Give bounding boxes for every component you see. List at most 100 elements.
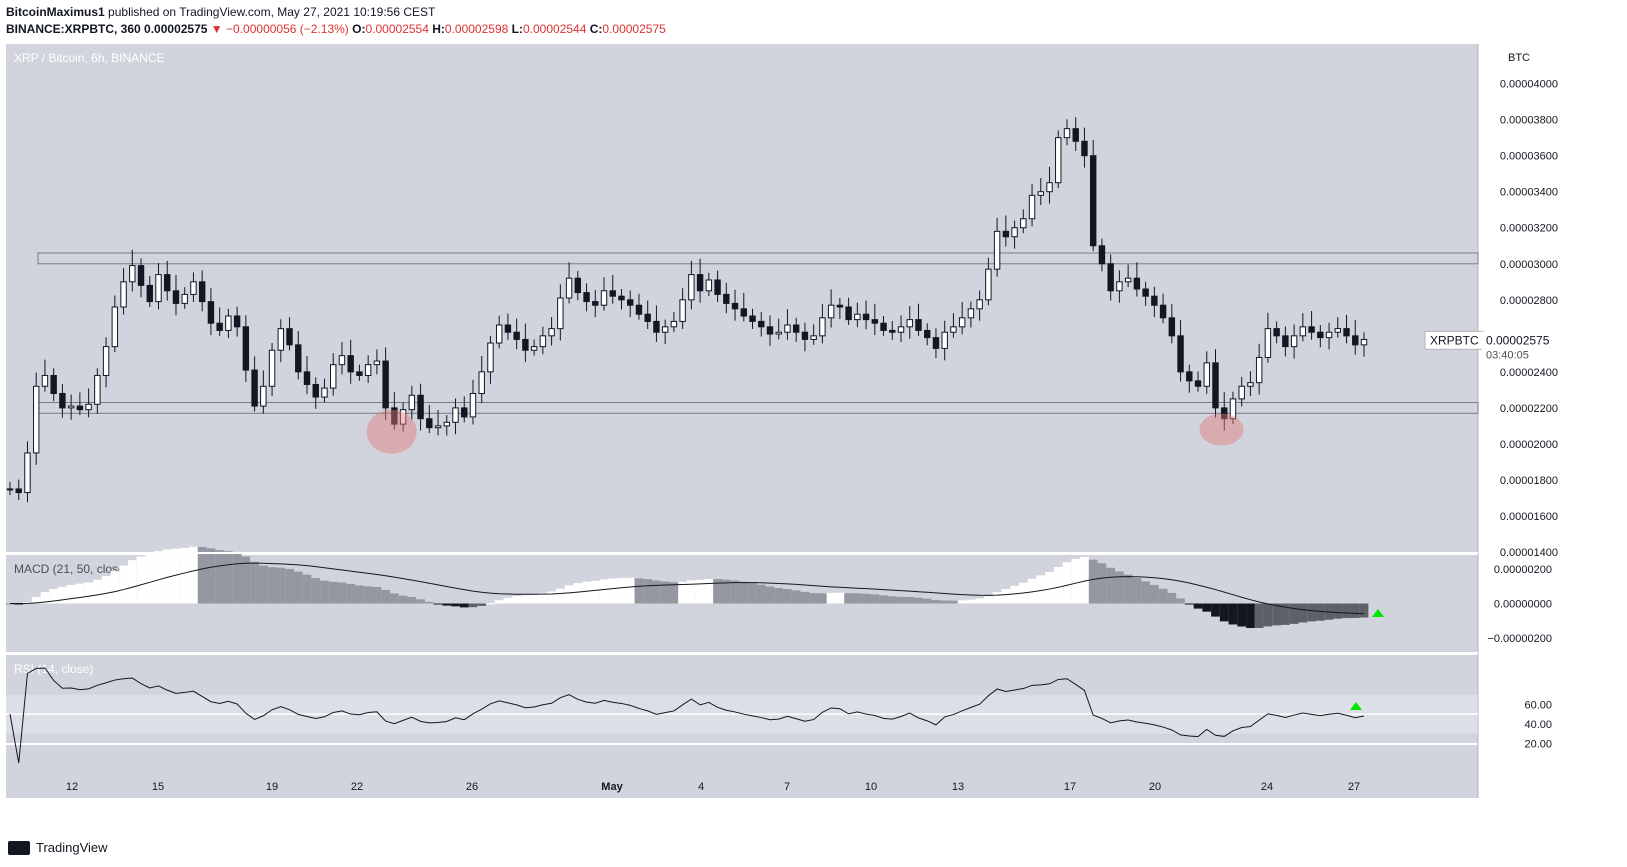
candle <box>207 287 215 336</box>
candle <box>461 396 468 423</box>
candle <box>609 274 616 304</box>
candle-body <box>452 407 459 423</box>
candle <box>24 441 31 503</box>
time-tick-label: 4 <box>698 781 704 793</box>
candle-body <box>1151 295 1158 306</box>
macd-bar <box>31 596 41 604</box>
candle-body <box>295 344 302 373</box>
macd-bar <box>320 580 329 604</box>
candle-body <box>286 328 293 346</box>
macd-bar <box>555 588 565 604</box>
candle <box>1046 166 1053 204</box>
macd-bar <box>870 594 880 604</box>
candle-body <box>530 346 538 351</box>
candle <box>522 323 529 363</box>
candle-body <box>1072 128 1079 142</box>
candle-body <box>1203 362 1210 387</box>
macd-bar <box>957 600 967 604</box>
macd-bar <box>372 586 382 604</box>
candle-body <box>347 355 354 373</box>
candle-body <box>251 369 258 407</box>
rsi-tick-label: 20.00 <box>1524 738 1552 750</box>
candle-body <box>592 301 599 306</box>
candle-body <box>670 320 678 328</box>
candle <box>1177 319 1184 382</box>
candle <box>1194 371 1202 392</box>
candle <box>364 355 372 384</box>
candle <box>146 276 153 308</box>
candle <box>1116 270 1123 303</box>
candle-body <box>417 394 424 420</box>
macd-bar <box>608 578 618 604</box>
macd-bar <box>389 593 399 604</box>
macd-bar <box>852 593 862 604</box>
macd-bar <box>468 603 478 608</box>
candle-body <box>862 313 870 321</box>
candle-body <box>985 268 992 301</box>
macd-bar <box>477 603 487 606</box>
candle-body <box>24 452 31 494</box>
candle-body <box>1308 326 1315 333</box>
candle-body <box>924 329 931 339</box>
candle-body <box>574 277 582 294</box>
macd-bar <box>818 593 827 604</box>
candle-body <box>504 324 512 333</box>
macd-bar <box>1350 603 1360 618</box>
candle <box>1072 117 1079 152</box>
candle <box>950 313 957 338</box>
candle-body <box>1168 317 1176 337</box>
candle <box>1255 343 1263 395</box>
macd-bar <box>660 581 670 604</box>
candle <box>443 415 450 436</box>
macd-bar <box>154 551 163 604</box>
candle <box>714 270 721 302</box>
candle-body <box>976 299 983 310</box>
candle <box>102 337 110 388</box>
candle-body <box>76 405 84 411</box>
candle <box>67 394 75 420</box>
macd-bar <box>346 583 356 604</box>
macd-bar <box>1053 566 1063 604</box>
macd-bar <box>730 580 740 604</box>
macd-bar <box>1158 588 1168 604</box>
candle-body <box>1290 335 1298 348</box>
macd-bar <box>1359 603 1369 618</box>
candle <box>810 324 817 345</box>
candle-body <box>1177 335 1184 373</box>
candle <box>1037 178 1044 206</box>
macd-bar <box>564 585 574 604</box>
footer-brand[interactable]: TradingView <box>8 840 108 855</box>
candle-body <box>906 319 913 328</box>
author-name[interactable]: BitcoinMaximus1 <box>6 5 105 19</box>
macd-bar <box>433 603 443 605</box>
candle-body <box>469 392 477 418</box>
macd-bar <box>905 596 915 604</box>
candle-body <box>871 319 879 324</box>
macd-bar <box>1062 562 1072 604</box>
macd-bar <box>1071 558 1081 604</box>
candle <box>312 377 319 409</box>
candle-body <box>391 407 398 425</box>
candle-body <box>1063 128 1071 139</box>
candle-body <box>1142 288 1149 297</box>
candle-body <box>897 326 905 333</box>
macd-bar <box>844 593 853 604</box>
macd-bar <box>1315 603 1325 621</box>
candle-body <box>216 322 223 331</box>
macd-bar <box>861 593 871 604</box>
candle-body <box>1133 277 1141 290</box>
macd-bar <box>1211 603 1220 617</box>
candle-body <box>225 315 232 331</box>
macd-bar <box>1027 578 1037 604</box>
macd-bar <box>180 547 190 604</box>
time-tick-label: 22 <box>351 781 363 793</box>
candle-body <box>399 409 407 425</box>
candle <box>321 378 328 403</box>
price-tick-label: 0.00003600 <box>1500 151 1558 163</box>
candle <box>251 356 258 412</box>
candle <box>1317 325 1324 348</box>
candle-body <box>749 315 756 322</box>
time-tick-label: 27 <box>1348 781 1360 793</box>
candle <box>85 388 92 418</box>
